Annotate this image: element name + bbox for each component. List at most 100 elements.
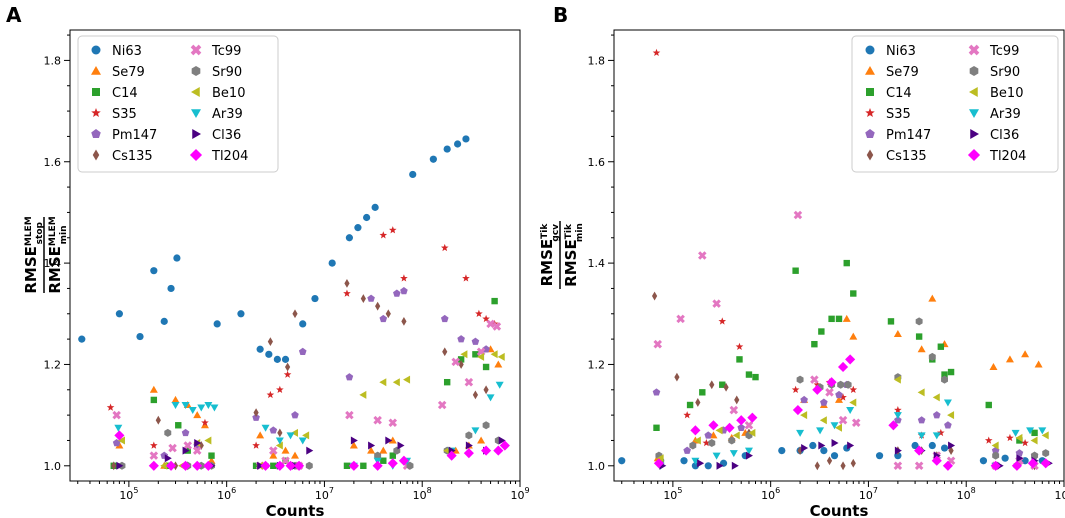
panel-a-ylabel-den-sup: MLEM [48, 216, 58, 246]
legend-label-ar39: Ar39 [990, 107, 1021, 122]
point-ni63 [78, 335, 86, 343]
point-tc99 [744, 420, 754, 430]
point-ni63 [371, 203, 379, 211]
point-cs135 [155, 415, 161, 425]
point-se79 [269, 451, 278, 459]
point-ni63 [213, 320, 221, 328]
panel-b-ylabel-den-main: RMSE [562, 239, 580, 287]
point-se79 [709, 431, 718, 439]
point-ni63 [462, 135, 470, 143]
point-se79 [200, 421, 209, 429]
point-be10 [991, 441, 999, 450]
point-tc99 [388, 418, 398, 427]
panel-b-points [618, 48, 1053, 471]
point-cs135 [483, 385, 489, 395]
panel-b-ylabel-num-sup: Tik [540, 223, 550, 239]
point-ni63 [820, 446, 828, 455]
point-tl204 [180, 460, 191, 471]
point-s35 [440, 243, 449, 252]
point-pm147 [944, 421, 952, 429]
legend-marker-cs135 [866, 149, 874, 161]
point-c14 [389, 452, 396, 459]
point-ar39 [816, 427, 825, 435]
point-tc99 [712, 299, 721, 308]
point-ar39 [471, 427, 480, 435]
point-cs135 [472, 390, 479, 400]
point-cl36 [368, 441, 376, 450]
legend-label-be10: Be10 [990, 86, 1023, 101]
point-se79 [149, 385, 158, 393]
point-c14 [719, 381, 726, 388]
point-cs135 [442, 347, 448, 357]
point-pm147 [291, 411, 299, 419]
point-ni63 [265, 350, 273, 358]
legend-marker-tl204 [189, 148, 203, 162]
point-ni63 [167, 284, 175, 293]
legend-label-sr90: Sr90 [212, 65, 242, 80]
panel-a-x-tick-label: 105 [119, 486, 138, 502]
legend-label-pm147: Pm147 [112, 128, 157, 143]
point-tl204 [192, 460, 203, 471]
point-ar39 [893, 412, 902, 420]
point-be10 [291, 428, 298, 437]
point-cs135 [277, 428, 283, 438]
point-tc99 [793, 210, 803, 220]
point-tl204 [845, 354, 856, 365]
legend-label-cs135: Cs135 [886, 149, 927, 164]
point-tc99 [810, 375, 819, 384]
panel-a-ylabel-num-sub: stop [35, 221, 45, 244]
point-ni63 [409, 170, 417, 179]
point-cl36 [306, 446, 314, 455]
point-ni63 [150, 267, 158, 275]
point-ni63 [173, 254, 181, 262]
point-cl36 [818, 441, 826, 450]
point-tc99 [698, 251, 707, 260]
legend-marker-cl36 [192, 129, 201, 139]
point-ni63 [281, 355, 290, 363]
legend-label-tl204: Tl204 [989, 149, 1026, 164]
legend-marker-ni63 [91, 45, 101, 55]
point-tc99 [676, 314, 685, 324]
point-tl204 [348, 460, 359, 471]
point-se79 [367, 446, 376, 454]
point-tc99 [838, 415, 848, 425]
legend-marker-se79 [91, 66, 101, 75]
point-be10 [477, 352, 485, 361]
point-ar39 [846, 407, 855, 415]
point-tl204 [493, 445, 504, 456]
point-s35 [388, 226, 397, 234]
point-tc99 [192, 446, 202, 455]
point-ni63 [928, 441, 936, 450]
point-be10 [693, 436, 701, 445]
point-tl204 [747, 412, 758, 423]
point-c14 [736, 356, 743, 363]
point-s35 [482, 314, 490, 323]
point-tl204 [724, 422, 735, 433]
panel-b-y-tick-label: 1.6 [588, 156, 606, 169]
point-sr90 [689, 441, 697, 450]
point-be10 [379, 378, 387, 387]
point-be10 [732, 431, 740, 440]
panel-b-x-tick-label: 106 [761, 486, 780, 502]
point-tl204 [792, 405, 803, 416]
legend-marker-se79 [865, 66, 875, 75]
point-c14 [175, 422, 182, 429]
panel-a-x-axis-title: Counts [266, 502, 325, 518]
point-tl204 [387, 458, 398, 469]
point-se79 [291, 451, 299, 459]
point-sr90 [844, 380, 852, 389]
point-tc99 [168, 443, 177, 453]
point-c14 [1016, 437, 1023, 444]
point-c14 [915, 333, 923, 340]
point-ar39 [286, 432, 295, 440]
point-ar39 [917, 432, 926, 440]
point-be10 [947, 411, 955, 420]
point-cs135 [401, 316, 407, 326]
point-c14 [457, 356, 465, 363]
point-cs135 [285, 362, 291, 372]
point-ar39 [298, 437, 307, 445]
point-ni63 [680, 457, 688, 465]
point-c14 [792, 267, 799, 274]
point-se79 [1021, 350, 1030, 358]
legend-label-se79: Se79 [112, 65, 145, 80]
